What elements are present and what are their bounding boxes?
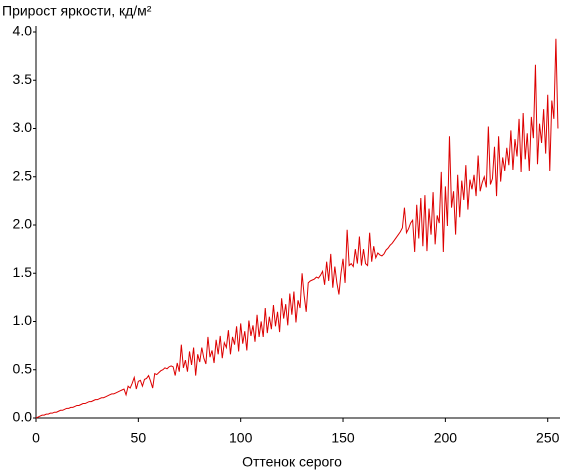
x-tick-label: 50: [131, 430, 147, 446]
x-axis-label: Оттенок серого: [242, 454, 342, 470]
data-line: [35, 38, 559, 419]
y-tick-label: 0.5: [13, 360, 33, 376]
x-tick-label: 200: [434, 430, 458, 446]
x-tick-label: 100: [229, 430, 253, 446]
x-tick-label: 0: [32, 430, 40, 446]
y-tick-label: 4.0: [13, 23, 33, 39]
x-tick-label: 250: [536, 430, 560, 446]
y-tick-label: 1.5: [13, 264, 33, 280]
y-tick-label: 2.0: [13, 216, 33, 232]
chart-title: Прирост яркости, кд/м²: [2, 3, 152, 19]
y-tick-label: 2.5: [13, 167, 33, 183]
y-tick-label: 0.0: [13, 409, 33, 425]
y-tick-label: 3.0: [13, 119, 33, 135]
y-tick-label: 3.5: [13, 71, 33, 87]
y-tick-label: 1.0: [13, 312, 33, 328]
x-tick-label: 150: [331, 430, 355, 446]
